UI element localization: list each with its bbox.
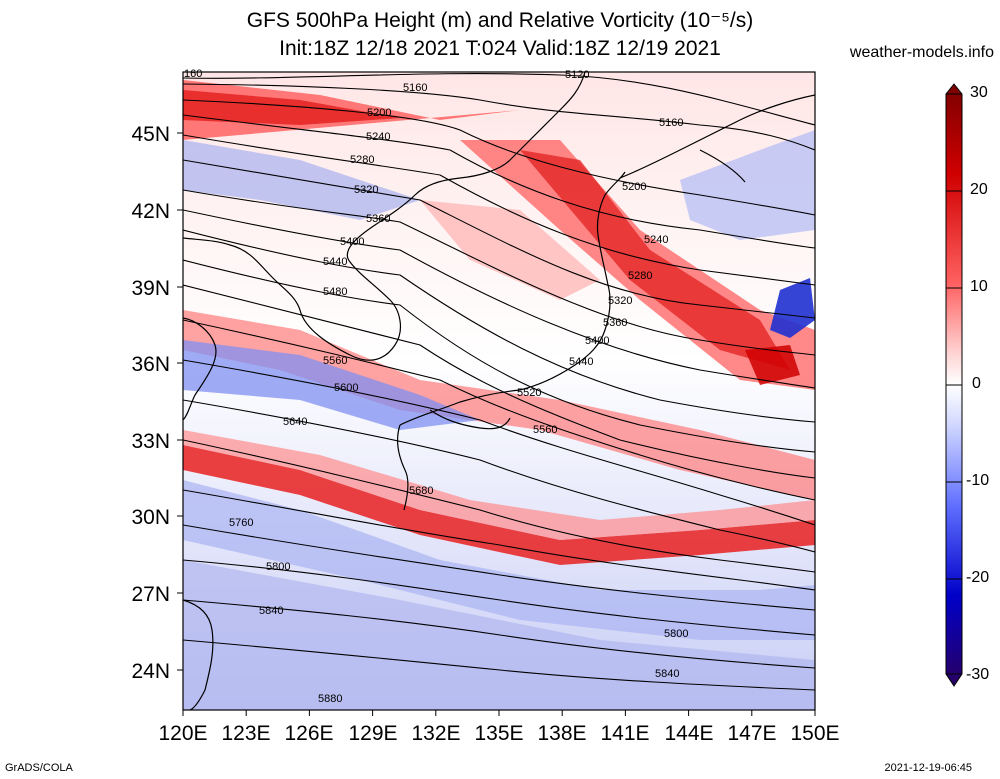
lat-label: 36N — [131, 353, 170, 376]
contour-label: 5640 — [283, 416, 307, 428]
lon-label: 123E — [221, 722, 271, 745]
contour-labels: 160 5120 5160 5200 5240 5280 5320 5360 5… — [184, 68, 688, 705]
contour-label: 5440 — [569, 356, 593, 368]
contour-label: 5400 — [585, 335, 609, 347]
vort-band-red — [183, 445, 815, 565]
lon-label: 126E — [284, 722, 334, 745]
lon-label: 120E — [158, 722, 208, 745]
contour-label: 5520 — [517, 387, 541, 399]
contour-label: 5200 — [622, 181, 646, 193]
vort-band-blue — [680, 130, 815, 240]
vort-blob-red — [745, 345, 800, 385]
lon-label: 135E — [474, 722, 524, 745]
contour-label: 5280 — [350, 154, 374, 166]
contour-label: 5760 — [229, 517, 253, 529]
contour-label: 160 — [184, 68, 202, 80]
lon-label: 141E — [600, 722, 650, 745]
contour-label: 5560 — [533, 424, 557, 436]
lon-label: 129E — [348, 722, 398, 745]
contour-label: 5400 — [340, 236, 364, 248]
lon-label: 144E — [664, 722, 714, 745]
contour-label: 5160 — [659, 117, 683, 129]
lat-label: 24N — [131, 660, 170, 683]
lon-label: 138E — [537, 722, 587, 745]
contour-label: 5840 — [259, 605, 283, 617]
lat-label: 30N — [131, 506, 170, 529]
footer-left: GrADS/COLA — [5, 762, 73, 774]
lon-label: 147E — [727, 722, 777, 745]
chart-title-line2: Init:18Z 12/18 2021 T:024 Valid:18Z 12/1… — [279, 37, 721, 60]
contour-label: 5320 — [354, 184, 378, 196]
vort-band-blue — [183, 480, 815, 640]
contour-label: 5800 — [664, 628, 688, 640]
contour-label: 5800 — [266, 561, 290, 573]
contour-label: 5360 — [366, 213, 390, 225]
contour-label: 5240 — [644, 234, 668, 246]
vort-band-red — [420, 200, 600, 300]
contour-label: 5880 — [318, 693, 342, 705]
height-contours — [183, 73, 815, 691]
contour-label: 5440 — [323, 256, 347, 268]
watermark: weather-models.info — [849, 44, 994, 61]
lat-label: 45N — [131, 123, 170, 146]
contour-label: 5680 — [409, 485, 433, 497]
contour-label: 5200 — [367, 107, 391, 119]
contour-label: 5840 — [655, 668, 679, 680]
contour-label: 5280 — [628, 270, 652, 282]
vort-band-red — [520, 150, 790, 370]
chart-title-line1: GFS 500hPa Height (m) and Relative Vorti… — [246, 9, 754, 32]
colorbar-label: -20 — [966, 569, 990, 586]
contour-label: 5560 — [323, 355, 347, 367]
colorbar-label: 20 — [970, 181, 988, 198]
vort-band-red — [183, 90, 400, 125]
colorbar — [945, 83, 963, 687]
colorbar-label: -30 — [966, 666, 990, 683]
contour-label: 5160 — [403, 82, 427, 94]
lat-label: 27N — [131, 583, 170, 606]
contour-label: 5320 — [608, 295, 632, 307]
vort-band-red — [183, 310, 815, 500]
colorbar-label: 30 — [970, 84, 988, 101]
lat-label: 39N — [131, 277, 170, 300]
footer-right: 2021-12-19-06:45 — [884, 762, 972, 774]
colorbar-label: -10 — [966, 472, 990, 489]
lat-label: 42N — [131, 200, 170, 223]
contour-label: 5360 — [603, 317, 627, 329]
lat-label: 33N — [131, 430, 170, 453]
colorbar-label: 10 — [970, 278, 988, 295]
colorbar-label: 0 — [972, 375, 981, 392]
contour-label: 5480 — [323, 286, 347, 298]
vort-blob-blue — [770, 278, 815, 338]
contour-label: 5240 — [366, 131, 390, 143]
coastlines — [183, 72, 815, 710]
contour-label: 5120 — [565, 69, 589, 81]
vort-band-red — [183, 430, 815, 540]
lon-label: 132E — [411, 722, 461, 745]
lon-label: 150E — [790, 722, 840, 745]
contour-label: 5600 — [334, 382, 358, 394]
vort-band-blue — [183, 340, 480, 430]
axis-ticks — [177, 132, 816, 716]
